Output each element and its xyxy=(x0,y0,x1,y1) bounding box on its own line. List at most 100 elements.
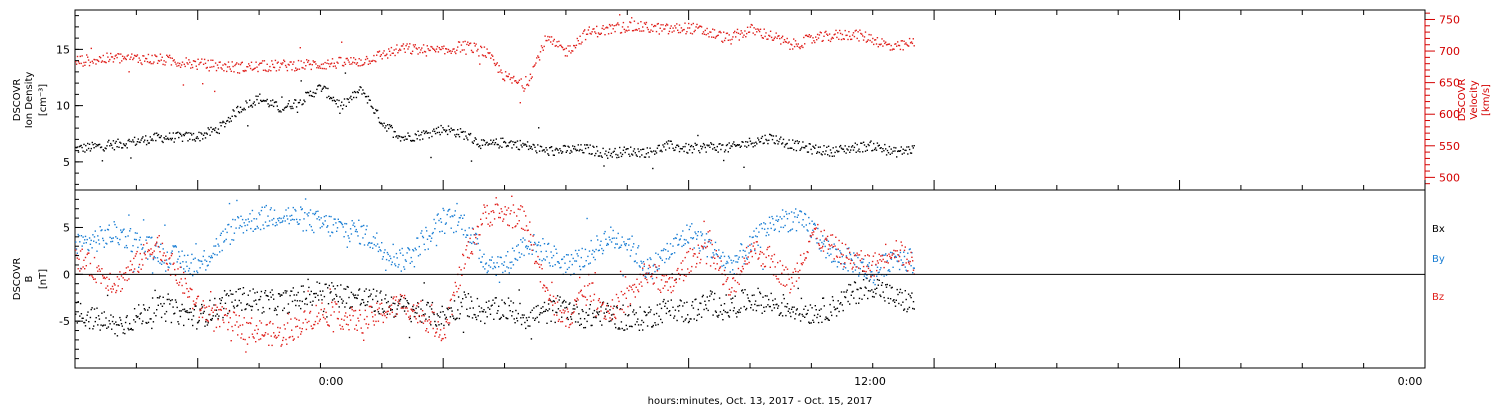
field-point xyxy=(334,218,336,220)
field-point xyxy=(301,328,303,330)
plasma-point xyxy=(800,46,802,48)
field-point xyxy=(139,236,141,239)
field-point xyxy=(115,321,117,323)
field-point xyxy=(110,241,112,243)
plasma-point xyxy=(732,36,734,38)
plasma-point xyxy=(695,144,697,146)
plasma-point xyxy=(116,146,118,148)
plasma-point xyxy=(177,131,179,133)
field-point xyxy=(604,315,606,317)
field-point xyxy=(318,216,320,218)
field-point xyxy=(490,210,492,213)
field-point xyxy=(103,246,105,248)
plasma-point xyxy=(234,115,236,117)
plasma-point xyxy=(445,130,447,133)
plasma-point xyxy=(200,61,202,63)
plasma-point xyxy=(609,154,612,157)
field-point xyxy=(414,247,416,249)
plasma-point xyxy=(157,59,160,62)
plasma-point xyxy=(513,144,515,146)
field-point xyxy=(286,215,288,217)
plasma-point xyxy=(561,46,563,48)
field-point xyxy=(128,278,130,280)
plasma-point xyxy=(890,148,892,150)
plasma-point xyxy=(262,69,265,71)
field-point xyxy=(438,324,440,326)
field-point xyxy=(860,287,862,290)
plasma-point xyxy=(429,49,431,52)
field-point xyxy=(786,213,788,215)
plasma-point xyxy=(677,144,679,146)
plasma-point xyxy=(112,140,115,142)
plasma-point xyxy=(857,31,859,33)
field-point xyxy=(755,309,758,312)
field-point xyxy=(327,324,329,326)
plasma-point xyxy=(75,63,78,65)
field-point xyxy=(85,265,87,267)
plasma-point xyxy=(616,156,618,159)
field-point xyxy=(585,311,587,314)
plasma-point xyxy=(790,147,792,149)
plasma-point xyxy=(834,151,836,154)
field-point xyxy=(570,254,573,256)
field-point xyxy=(628,289,630,292)
plasma-point xyxy=(137,138,139,140)
field-point xyxy=(136,232,138,234)
field-point xyxy=(217,317,219,320)
field-point xyxy=(159,251,161,253)
field-point xyxy=(680,262,682,264)
field-point xyxy=(347,235,349,237)
field-point xyxy=(768,234,770,236)
field-point xyxy=(548,262,551,264)
field-point xyxy=(271,344,273,347)
field-point xyxy=(302,285,304,287)
field-point xyxy=(760,265,762,267)
plasma-point xyxy=(337,106,339,108)
field-point xyxy=(308,212,310,214)
field-point xyxy=(100,229,102,232)
plasma-point xyxy=(192,132,195,135)
field-point xyxy=(282,309,284,312)
plasma-point xyxy=(792,139,794,141)
field-point xyxy=(146,322,148,324)
plasma-point xyxy=(686,31,688,33)
plasma-point xyxy=(369,62,371,65)
field-point xyxy=(567,318,569,321)
field-point xyxy=(81,245,83,247)
field-point xyxy=(503,261,506,263)
field-point xyxy=(382,321,384,324)
field-point xyxy=(460,269,462,271)
field-point xyxy=(788,212,790,215)
field-point xyxy=(328,284,330,287)
field-point xyxy=(467,241,470,243)
field-point xyxy=(722,283,724,286)
field-point xyxy=(417,237,419,239)
field-point xyxy=(899,251,902,254)
plasma-point xyxy=(119,141,121,143)
field-point xyxy=(753,242,755,244)
field-point xyxy=(592,316,595,319)
field-point xyxy=(696,234,699,237)
field-point xyxy=(183,324,185,327)
plasma-point xyxy=(672,27,674,29)
plasma-point xyxy=(500,137,502,140)
plasma-point xyxy=(421,131,423,134)
field-point xyxy=(153,312,155,314)
field-point xyxy=(275,337,277,339)
field-point xyxy=(578,249,580,251)
field-point xyxy=(281,343,283,346)
field-point xyxy=(350,306,353,309)
field-point xyxy=(768,298,770,301)
plasma-point xyxy=(791,44,793,46)
field-point xyxy=(470,234,472,236)
plasma-point xyxy=(232,109,234,111)
field-point xyxy=(322,310,325,313)
field-point xyxy=(846,257,848,259)
plasma-point xyxy=(702,142,705,145)
field-point xyxy=(109,236,111,239)
field-point xyxy=(289,294,291,297)
field-point xyxy=(616,305,618,307)
plasma-point xyxy=(176,65,178,67)
plasma-point xyxy=(818,34,821,36)
field-point xyxy=(169,274,172,276)
